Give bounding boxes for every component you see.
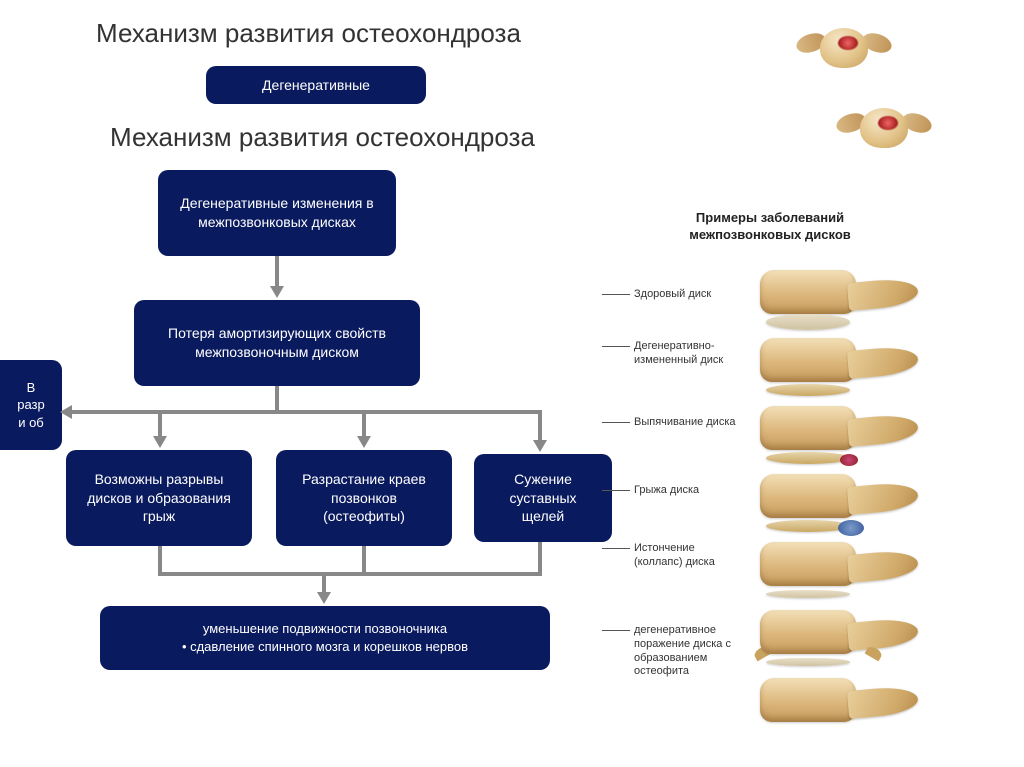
spine-seg-hernia: [760, 474, 880, 536]
spine-seg-tail: [760, 678, 880, 740]
spine-label-5: дегенеративное поражение диска с образов…: [634, 624, 754, 679]
arrow-merge-bar: [158, 572, 542, 576]
flow-node-4: Разрастание краев позвонков (остеофиты): [276, 450, 452, 546]
spine-label-0: Здоровый диск: [634, 288, 744, 302]
arrow-head-n1-n2: [270, 286, 284, 298]
flow-node-5-label: Сужение суставных щелей: [490, 470, 596, 527]
flow-node-3: Возможны разрывы дисков и образования гр…: [66, 450, 252, 546]
flow-node-hidden-left: В разр и об: [0, 360, 62, 450]
flow-node-partial: Дегенеративные: [206, 66, 426, 104]
flow-node-1: Дегенеративные изменения в межпозвонковы…: [158, 170, 396, 256]
arrow-head-n4: [357, 436, 371, 448]
page-title-top: Механизм развития остеохондроза: [96, 18, 521, 49]
flow-node-partial-label: Дегенеративные: [262, 76, 370, 95]
flow-node-2: Потеря амортизирующих свойств межпозвоно…: [134, 300, 420, 386]
flow-node-6: уменьшение подвижности позвоночника • сд…: [100, 606, 550, 670]
flow-node-3-label: Возможны разрывы дисков и образования гр…: [82, 470, 236, 527]
arrow-n3-n6: [158, 546, 162, 574]
arrow-n1-n2: [275, 256, 279, 288]
flow-node-5: Сужение суставных щелей: [474, 454, 612, 542]
arrow-head-n6: [317, 592, 331, 604]
spine-seg-degenerative: [760, 338, 880, 400]
page-title-second: Механизм развития остеохондроза: [110, 122, 535, 153]
arrow-branch-n5: [538, 410, 542, 442]
vertebra-illustration-2: [840, 100, 928, 156]
arrow-head-n5: [533, 440, 547, 452]
flow-node-4-label: Разрастание краев позвонков (остеофиты): [292, 470, 436, 527]
arrow-branch-n3: [158, 410, 162, 438]
spine-heading: Примеры заболеваний межпозвонковых диско…: [640, 210, 900, 244]
spine-seg-healthy: [760, 270, 880, 332]
arrow-merge-down: [322, 572, 326, 594]
arrow-n2-branch-bar: [100, 410, 540, 414]
spine-label-4: Истончение (коллапс) диска: [634, 542, 744, 570]
arrow-head-n3: [153, 436, 167, 448]
arrow-n4-n6: [362, 546, 366, 574]
spine-label-1: Дегенеративно-измененный диск: [634, 340, 754, 368]
arrow-n5-n6: [538, 542, 542, 574]
arrow-branch-left: [70, 410, 104, 414]
spine-seg-osteophyte: [760, 610, 880, 672]
arrow-head-left: [60, 405, 72, 419]
vertebra-illustration-1: [800, 20, 888, 76]
spine-column-illustration: [760, 270, 880, 740]
spine-seg-thin: [760, 542, 880, 604]
flow-node-1-label: Дегенеративные изменения в межпозвонковы…: [174, 194, 380, 232]
flow-node-2-label: Потеря амортизирующих свойств межпозвоно…: [150, 324, 404, 362]
spine-seg-bulge: [760, 406, 880, 468]
spine-label-3: Грыжа диска: [634, 484, 744, 498]
spine-label-2: Выпячивание диска: [634, 416, 744, 430]
arrow-branch-n4: [362, 410, 366, 438]
arrow-n2-branch-stem: [275, 386, 279, 412]
